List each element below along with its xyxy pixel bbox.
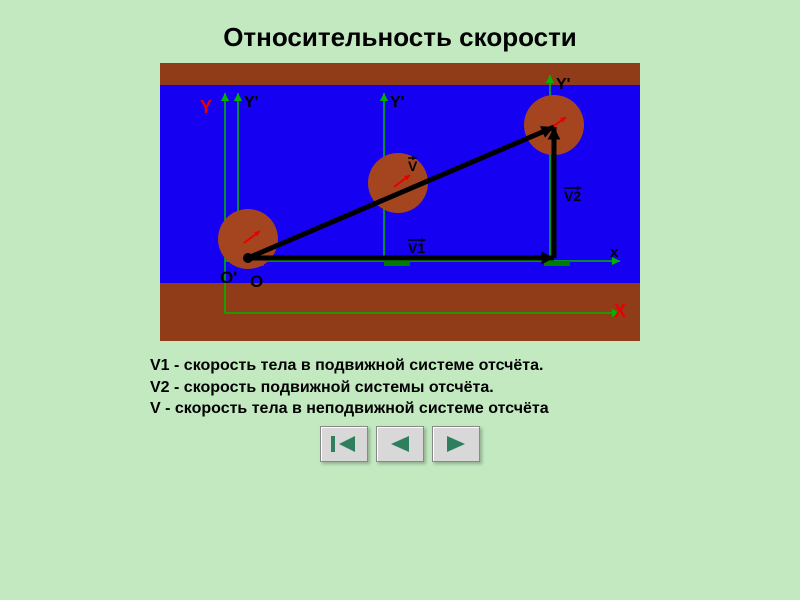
prev-button[interactable] xyxy=(376,426,424,462)
first-button[interactable] xyxy=(320,426,368,462)
legend-v1: V1 - скорость тела в подвижной системе о… xyxy=(150,355,650,377)
page-title: Относительность скорости xyxy=(0,0,800,63)
legend-block: V1 - скорость тела в подвижной системе о… xyxy=(150,355,650,420)
svg-text:X: X xyxy=(614,301,626,321)
svg-text:V2: V2 xyxy=(564,188,581,204)
svg-text:x: x xyxy=(610,244,619,261)
relativity-diagram: Y' Y' Y' V V1 V2 Yx X O' O xyxy=(160,63,640,341)
nav-buttons xyxy=(0,426,800,462)
diagram-container: Y' Y' Y' V V1 V2 Yx X O' O xyxy=(160,63,640,341)
legend-v2: V2 - скорость подвижной системы отсчёта. xyxy=(150,377,650,399)
svg-text:V: V xyxy=(408,158,418,174)
first-icon xyxy=(329,434,359,454)
legend-v: V - скорость тела в неподвижной системе … xyxy=(150,398,650,420)
next-icon xyxy=(441,434,471,454)
svg-text:Y: Y xyxy=(200,97,212,117)
svg-text:Y': Y' xyxy=(390,94,404,111)
svg-text:Y': Y' xyxy=(244,94,258,111)
svg-text:O': O' xyxy=(220,268,237,287)
svg-text:O: O xyxy=(250,272,263,291)
svg-text:V1: V1 xyxy=(408,240,425,256)
next-button[interactable] xyxy=(432,426,480,462)
prev-icon xyxy=(385,434,415,454)
svg-text:Y': Y' xyxy=(556,76,570,93)
